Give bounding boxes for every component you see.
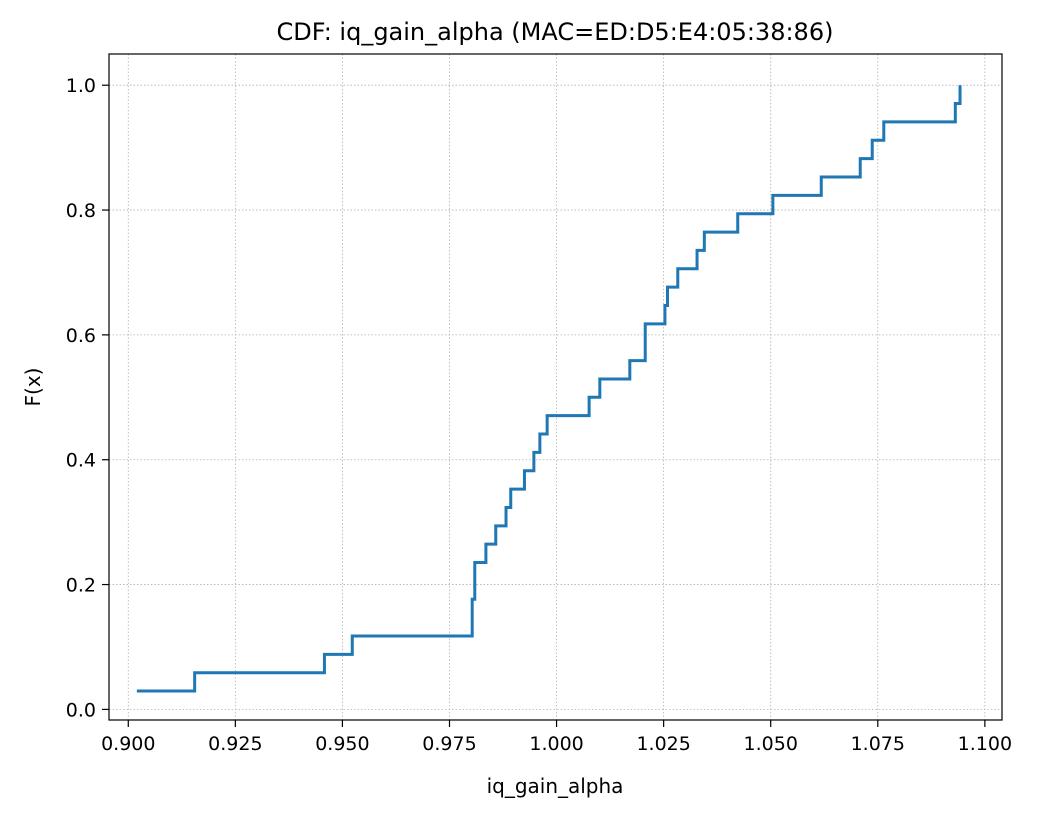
y-tick-label: 0.4	[66, 450, 96, 472]
y-tick-label: 1.0	[66, 75, 96, 97]
x-axis-label: iq_gain_alpha	[487, 774, 624, 798]
x-axis-ticks: 0.900 0.925 0.950 0.975 1.000 1.025 1.050 1.075…	[101, 720, 1012, 755]
plot-frame	[108, 53, 1003, 721]
x-tick-label: 1.025	[636, 733, 690, 755]
x-tick-label: 0.975	[422, 733, 476, 755]
x-tick-label: 1.075	[851, 733, 905, 755]
y-axis-label: F(x)	[21, 368, 45, 407]
x-tick-label: 0.925	[208, 733, 262, 755]
y-tick-label: 0.6	[66, 325, 96, 347]
x-tick-label: 1.100	[958, 733, 1012, 755]
x-tick-label: 1.050	[744, 733, 798, 755]
y-tick-label: 0.2	[66, 575, 96, 597]
y-tick-label: 0.0	[66, 699, 96, 721]
cdf-step-line	[136, 85, 962, 693]
plot-area	[109, 54, 1002, 720]
y-tick-label: 0.8	[66, 200, 96, 222]
x-tick-label: 0.950	[315, 733, 369, 755]
series-layer	[136, 85, 962, 693]
grid	[109, 54, 1002, 720]
x-tick-label: 1.000	[529, 733, 583, 755]
x-tick-label: 0.900	[101, 733, 155, 755]
y-axis-ticks: 0.0 0.2 0.4 0.6 0.8 1.0	[66, 75, 109, 721]
chart-title: CDF: iq_gain_alpha (MAC=ED:D5:E4:05:38:8…	[277, 18, 834, 46]
